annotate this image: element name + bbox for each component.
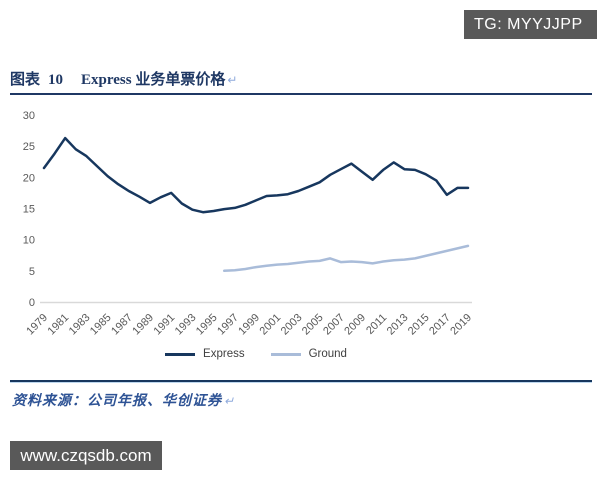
series-line-ground	[222, 244, 470, 273]
x-tick-label: 1979	[24, 312, 50, 338]
footer-divider	[10, 380, 592, 382]
y-tick-label: 15	[23, 204, 35, 216]
tg-watermark-badge: TG: MYYJJPP	[464, 10, 597, 39]
legend-item-ground: Ground	[270, 348, 347, 360]
site-watermark-badge: www.czqsdb.com	[10, 441, 162, 470]
x-tick-label: 2015	[406, 312, 432, 338]
source-note: 资料来源：公司年报、华创证券 ↵	[12, 390, 572, 410]
price-chart: 0 5 10 15 20 25 30 1979198119831985198719891991…	[23, 110, 474, 338]
x-tick-label: 1989	[130, 312, 156, 338]
figure-title-text: Express 业务单票价格	[81, 72, 226, 88]
legend-label: Express	[203, 348, 245, 360]
site-watermark-text: www.czqsdb.com	[20, 445, 152, 465]
x-tick-label: 1991	[152, 312, 178, 338]
x-tick-label: 1999	[236, 312, 262, 338]
y-tick-label: 30	[23, 110, 35, 122]
legend-item-express: Express	[165, 348, 245, 360]
figure-label: 图表	[10, 72, 41, 88]
x-tick-label: 2017	[427, 312, 453, 338]
x-tick-label: 1987	[109, 312, 135, 338]
x-tick-label: 2019	[448, 312, 474, 338]
x-tick-label: 2011	[364, 312, 389, 337]
y-tick-label: 25	[23, 141, 35, 153]
footer-divider-light	[10, 382, 592, 383]
figure-title: 图表 10 Express 业务单票价格 ↵	[10, 68, 590, 89]
series-line-express	[42, 136, 470, 214]
x-tick-label: 2005	[300, 312, 326, 338]
source-note-text: 资料来源：公司年报、华创证券	[12, 394, 222, 409]
x-tick-label: 1985	[88, 312, 114, 338]
y-tick-label: 5	[29, 266, 35, 278]
tg-watermark-text: TG: MYYJJPP	[474, 15, 583, 33]
y-tick-label: 10	[23, 235, 35, 247]
x-tick-label: 1983	[67, 312, 93, 338]
paragraph-mark-icon: ↵	[227, 73, 238, 87]
x-tick-label: 2007	[321, 312, 347, 338]
legend-label: Ground	[308, 348, 347, 360]
x-tick-label: 1995	[194, 312, 220, 338]
x-tick-label: 1997	[215, 312, 241, 338]
x-tick-label: 2009	[342, 312, 368, 338]
chart-legend: Express Ground	[40, 346, 472, 362]
y-tick-label: 20	[23, 172, 35, 184]
x-tick-label: 2013	[385, 312, 411, 338]
x-tick-label: 1981	[46, 312, 72, 338]
legend-swatch	[165, 352, 196, 356]
paragraph-mark-icon: ↵	[224, 394, 236, 408]
title-divider	[10, 93, 592, 95]
x-tick-label: 2001	[258, 312, 284, 338]
x-tick-label: 2003	[279, 312, 305, 338]
y-tick-label: 0	[29, 297, 35, 309]
figure-number: 10	[48, 72, 64, 88]
legend-swatch	[270, 352, 301, 356]
x-tick-label: 1993	[173, 312, 199, 338]
